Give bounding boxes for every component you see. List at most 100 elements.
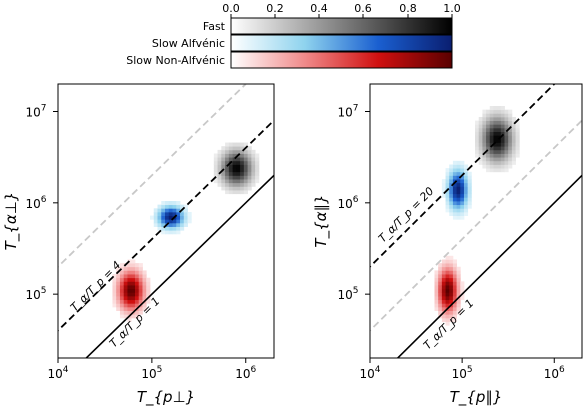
heatmap-cell	[240, 182, 245, 187]
heatmap-cell	[508, 149, 513, 154]
heatmap-cell	[511, 116, 516, 122]
heatmap-cell	[112, 285, 117, 290]
heatmap-cell	[127, 295, 132, 301]
heatmap-cell	[251, 160, 256, 165]
heatmap-cell	[511, 124, 516, 129]
heatmap-cell	[438, 263, 443, 268]
heatmap-cell	[508, 160, 513, 165]
heatmap-cell	[138, 274, 143, 279]
heatmap-cell	[460, 182, 465, 187]
heatmap-cell	[112, 303, 117, 308]
x-tick-label: 106	[544, 365, 565, 381]
heatmap-cell	[161, 204, 166, 209]
y-tick-label: 105	[337, 286, 358, 302]
heatmap-cell	[445, 292, 450, 297]
heatmap-cell	[228, 146, 233, 151]
heatmap-cell	[508, 131, 513, 136]
heatmap-cell	[452, 179, 458, 184]
heatmap-cell	[255, 168, 260, 173]
heatmap-cell	[119, 292, 125, 297]
heatmap-cell	[180, 211, 185, 217]
heatmap-cell	[228, 182, 233, 187]
heatmap-cell	[217, 149, 222, 154]
heatmap-cell	[511, 142, 516, 147]
heatmap-cell	[225, 149, 230, 154]
heatmap-cell	[478, 149, 483, 154]
heatmap-cell	[251, 175, 256, 180]
heatmap-cell	[438, 306, 443, 311]
heatmap-cell	[116, 295, 121, 301]
heatmap-cell	[445, 190, 450, 195]
heatmap-cell	[123, 306, 128, 311]
heatmap-cell	[452, 201, 458, 206]
heatmap-cell	[504, 109, 509, 114]
heatmap-cell	[489, 109, 494, 114]
heatmap-cell	[168, 204, 173, 209]
heatmap-cell	[493, 120, 498, 125]
heatmap-cell	[482, 135, 487, 140]
heatmap-cell	[486, 146, 491, 151]
heatmap-cell	[489, 146, 494, 151]
heatmap-cell	[225, 175, 230, 180]
heatmap-cell	[127, 270, 132, 275]
heatmap-cell	[456, 270, 461, 275]
heatmap-cell	[251, 179, 256, 184]
heatmap-cell	[255, 157, 260, 162]
heatmap-cell	[165, 201, 170, 206]
heatmap-cell	[438, 295, 443, 301]
heatmap-cell	[168, 215, 173, 220]
heatmap-cell	[183, 208, 188, 213]
heatmap-cell	[445, 208, 450, 213]
heatmap-cell	[500, 109, 505, 114]
heatmap-cell	[434, 277, 439, 282]
heatmap-cell	[157, 204, 162, 209]
heatmap-cell	[438, 288, 443, 293]
heatmap-cell	[142, 295, 147, 301]
heatmap-cell	[161, 222, 166, 227]
heatmap-cell	[456, 211, 461, 217]
heatmap-cell	[221, 146, 226, 151]
heatmap-cell	[134, 263, 140, 268]
heatmap-cell	[449, 204, 454, 209]
heatmap-cell	[168, 219, 173, 224]
heatmap-cell	[452, 306, 458, 311]
heatmap-cell	[497, 142, 502, 147]
heatmap-cell	[452, 197, 458, 202]
heatmap-cell	[478, 116, 483, 122]
heatmap-cell	[449, 317, 454, 322]
heatmap-cell	[251, 153, 256, 158]
ratio-line	[58, 119, 274, 332]
heatmap-cell	[232, 175, 237, 180]
heatmap-cell	[504, 124, 509, 129]
heatmap-cell	[456, 171, 461, 176]
heatmap-cell	[449, 179, 454, 184]
heatmap-cell	[475, 124, 480, 129]
heatmap-cell	[482, 116, 487, 122]
heatmap-cell	[438, 274, 443, 279]
heatmap-cell	[452, 281, 458, 286]
heatmap-cell	[131, 306, 136, 311]
heatmap-cell	[504, 120, 509, 125]
heatmap-cell	[138, 299, 143, 304]
heatmap-cell	[456, 204, 461, 209]
heatmap-cell	[441, 179, 446, 184]
heatmap-cell	[449, 186, 454, 191]
colorbar-strip	[230, 17, 453, 35]
heatmap-cell	[449, 299, 454, 304]
heatmap-cell	[243, 168, 249, 173]
heatmap-cell	[255, 175, 260, 180]
heatmap-cell	[434, 299, 439, 304]
heatmap-cell	[456, 299, 461, 304]
heatmap-cell	[493, 149, 498, 154]
heatmap-cell	[493, 153, 498, 158]
heatmap-cell	[232, 142, 237, 147]
heatmap-cell	[221, 182, 226, 187]
heatmap-cell	[225, 179, 230, 184]
heatmap-cell	[500, 164, 505, 169]
heatmap-cell	[500, 138, 505, 143]
heatmap-cell	[482, 113, 487, 118]
heatmap-cell	[127, 292, 132, 297]
heatmap-cell	[119, 299, 125, 304]
y-axis: 105 106 107	[337, 103, 370, 302]
heatmap-cell	[511, 149, 516, 154]
